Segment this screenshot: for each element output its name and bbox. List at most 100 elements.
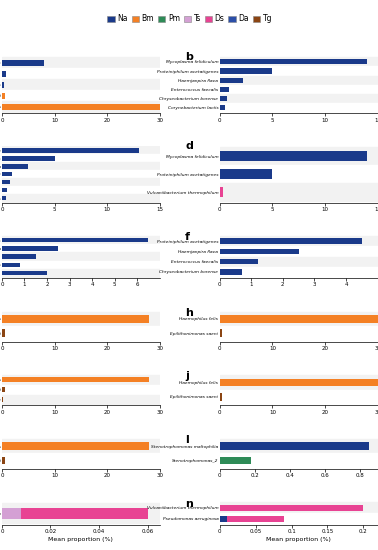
Bar bbox=[2, 57, 160, 68]
Bar bbox=[2, 384, 160, 394]
Bar bbox=[2, 238, 149, 243]
Bar bbox=[2, 101, 160, 112]
Bar bbox=[2, 60, 44, 66]
Bar bbox=[220, 246, 378, 256]
Text: j: j bbox=[185, 371, 189, 381]
Bar bbox=[220, 151, 367, 161]
Bar bbox=[2, 312, 160, 326]
Text: b: b bbox=[185, 52, 193, 62]
Text: l: l bbox=[185, 435, 189, 445]
Bar bbox=[2, 397, 3, 402]
Bar bbox=[2, 453, 160, 468]
Bar bbox=[2, 156, 54, 161]
Bar bbox=[2, 503, 160, 523]
Bar bbox=[2, 90, 160, 101]
Bar bbox=[220, 59, 367, 64]
Bar bbox=[2, 180, 10, 184]
Bar bbox=[220, 329, 222, 337]
Text: n: n bbox=[185, 499, 193, 509]
Bar bbox=[2, 326, 160, 340]
Text: h: h bbox=[185, 307, 193, 318]
Bar bbox=[2, 104, 160, 110]
Text: f: f bbox=[185, 232, 190, 241]
Bar bbox=[2, 246, 58, 251]
Bar bbox=[220, 442, 369, 450]
Bar bbox=[220, 76, 378, 85]
Bar bbox=[220, 183, 378, 201]
Bar bbox=[2, 162, 160, 170]
Bar bbox=[2, 254, 36, 259]
Bar bbox=[2, 172, 12, 177]
Bar bbox=[2, 194, 160, 202]
Bar bbox=[2, 262, 20, 267]
Bar bbox=[2, 146, 160, 155]
Bar bbox=[2, 456, 5, 464]
Bar bbox=[2, 375, 160, 384]
Bar bbox=[220, 375, 378, 389]
Bar bbox=[2, 164, 28, 168]
Bar bbox=[220, 516, 284, 522]
Bar bbox=[2, 269, 160, 277]
Bar bbox=[2, 252, 160, 261]
Bar bbox=[2, 261, 160, 269]
Bar bbox=[2, 315, 149, 323]
Bar bbox=[220, 326, 378, 340]
Bar bbox=[220, 236, 378, 246]
Bar bbox=[220, 516, 227, 522]
Bar bbox=[220, 259, 258, 265]
Bar bbox=[2, 236, 160, 244]
Bar bbox=[220, 87, 229, 92]
Bar bbox=[220, 147, 378, 166]
Bar bbox=[2, 79, 160, 90]
Bar bbox=[2, 68, 160, 79]
Bar bbox=[2, 186, 160, 194]
Bar bbox=[2, 71, 6, 77]
Bar bbox=[2, 329, 5, 337]
X-axis label: Mean proportion (%): Mean proportion (%) bbox=[266, 537, 331, 542]
Bar bbox=[220, 249, 299, 254]
Bar bbox=[220, 453, 378, 468]
Bar bbox=[2, 508, 21, 519]
Bar bbox=[2, 188, 7, 192]
Bar bbox=[220, 456, 251, 464]
Bar bbox=[220, 106, 225, 111]
Bar bbox=[2, 394, 160, 404]
Bar bbox=[2, 82, 4, 88]
Legend: Na, Bm, Pm, Ts, Ds, Da, Tg: Na, Bm, Pm, Ts, Ds, Da, Tg bbox=[107, 14, 272, 24]
Bar bbox=[220, 513, 378, 524]
Bar bbox=[2, 508, 148, 519]
Bar bbox=[220, 169, 273, 179]
Bar bbox=[220, 166, 378, 183]
Bar bbox=[220, 68, 273, 74]
Bar bbox=[2, 178, 160, 186]
Bar bbox=[220, 103, 378, 113]
Bar bbox=[2, 442, 149, 450]
Bar bbox=[220, 67, 378, 76]
Bar bbox=[220, 393, 222, 401]
Bar bbox=[220, 267, 378, 277]
Bar bbox=[220, 315, 378, 323]
Bar bbox=[2, 148, 139, 152]
Bar bbox=[220, 389, 378, 404]
Bar bbox=[220, 439, 378, 453]
Bar bbox=[220, 502, 378, 513]
Bar bbox=[220, 85, 378, 94]
Bar bbox=[2, 377, 149, 382]
Bar bbox=[2, 439, 160, 453]
Bar bbox=[220, 96, 227, 101]
Bar bbox=[2, 244, 160, 252]
Bar bbox=[220, 256, 378, 267]
Bar bbox=[2, 93, 5, 99]
Bar bbox=[2, 155, 160, 162]
Bar bbox=[220, 78, 243, 83]
Text: d: d bbox=[185, 141, 193, 151]
Bar bbox=[220, 57, 378, 67]
Bar bbox=[220, 187, 223, 197]
Bar bbox=[220, 269, 242, 274]
Bar bbox=[220, 94, 378, 103]
Bar bbox=[220, 312, 378, 326]
Bar bbox=[2, 271, 47, 276]
Bar bbox=[2, 170, 160, 178]
X-axis label: Mean proportion (%): Mean proportion (%) bbox=[48, 537, 113, 542]
Bar bbox=[2, 196, 6, 200]
